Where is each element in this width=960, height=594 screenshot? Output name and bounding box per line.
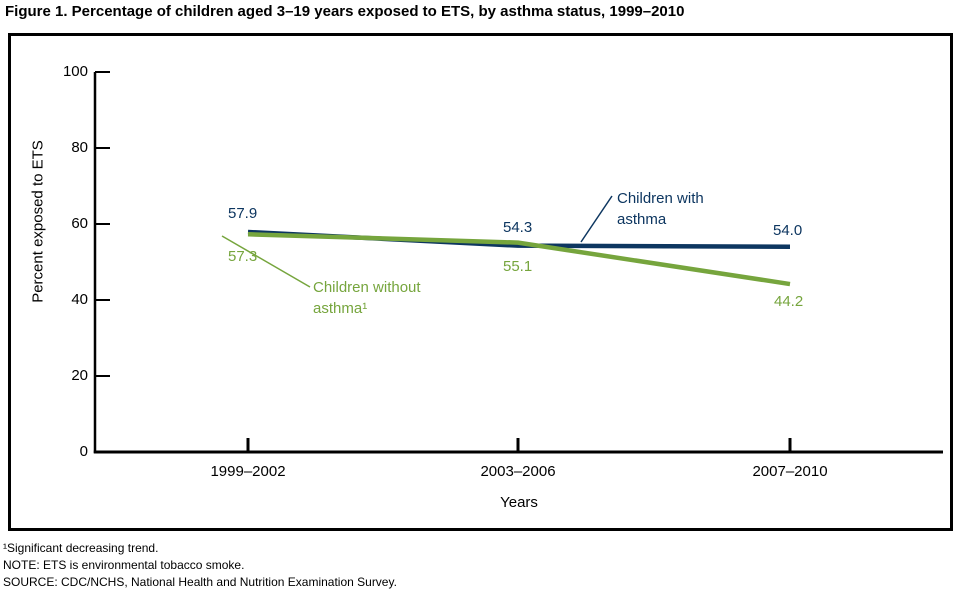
annotation-line: Children with xyxy=(617,190,704,207)
y-tick-label: 60 xyxy=(71,215,88,232)
x-axis-title: Years xyxy=(500,494,538,511)
series-annotation-without-asthma: Children without asthma¹ xyxy=(313,277,421,319)
x-tick-label: 2003–2006 xyxy=(480,463,556,480)
y-tick-label: 40 xyxy=(71,291,88,308)
x-tick-label: 2007–2010 xyxy=(752,463,828,480)
data-point-label: 55.1 xyxy=(503,258,533,275)
figure-title: Figure 1. Percentage of children aged 3–… xyxy=(5,3,685,20)
footnote-source: SOURCE: CDC/NCHS, National Health and Nu… xyxy=(3,575,397,589)
y-tick-label: 20 xyxy=(71,367,88,384)
chart-border-box xyxy=(8,33,953,531)
y-tick-label: 0 xyxy=(79,443,88,460)
footnote-significance: ¹Significant decreasing trend. xyxy=(3,541,159,555)
x-tick-label: 1999–2002 xyxy=(210,463,286,480)
annotation-line: Children without xyxy=(313,279,421,296)
footnote-note: NOTE: ETS is environmental tobacco smoke… xyxy=(3,558,245,572)
data-point-label: 54.0 xyxy=(773,222,803,239)
data-point-label: 57.3 xyxy=(228,248,258,265)
annotation-line: asthma¹ xyxy=(313,300,368,317)
annotation-line: asthma xyxy=(617,211,667,228)
data-point-label: 44.2 xyxy=(774,293,804,310)
series-annotation-with-asthma: Children with asthma xyxy=(617,188,704,230)
y-tick-label: 80 xyxy=(71,139,88,156)
data-point-label: 54.3 xyxy=(503,219,533,236)
y-tick-label: 100 xyxy=(62,63,88,80)
data-point-label: 57.9 xyxy=(228,205,258,222)
